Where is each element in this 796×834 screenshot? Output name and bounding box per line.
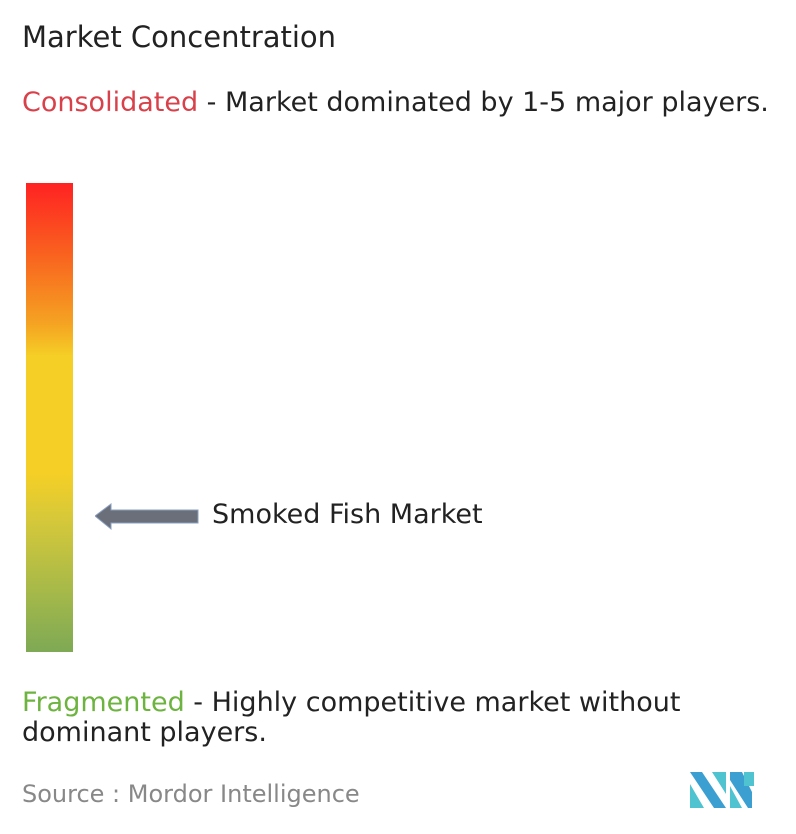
concentration-gradient-bar [26,183,73,652]
consolidated-text: - Market dominated by 1-5 major players. [198,87,769,118]
mordor-intelligence-logo [690,772,754,808]
page-title: Market Concentration [22,20,337,54]
consolidated-label: Consolidated [22,87,199,118]
fragmented-description: Fragmented - Highly competitive market w… [22,688,792,748]
fragmented-label: Fragmented [22,687,185,718]
source-text: Source : Mordor Intelligence [22,780,360,808]
fragmented-text: - Highly competitive market without domi… [22,687,681,748]
arrow-left-icon [95,502,199,531]
consolidated-description: Consolidated - Market dominated by 1-5 m… [22,88,792,118]
market-marker-label: Smoked Fish Market [212,498,483,530]
